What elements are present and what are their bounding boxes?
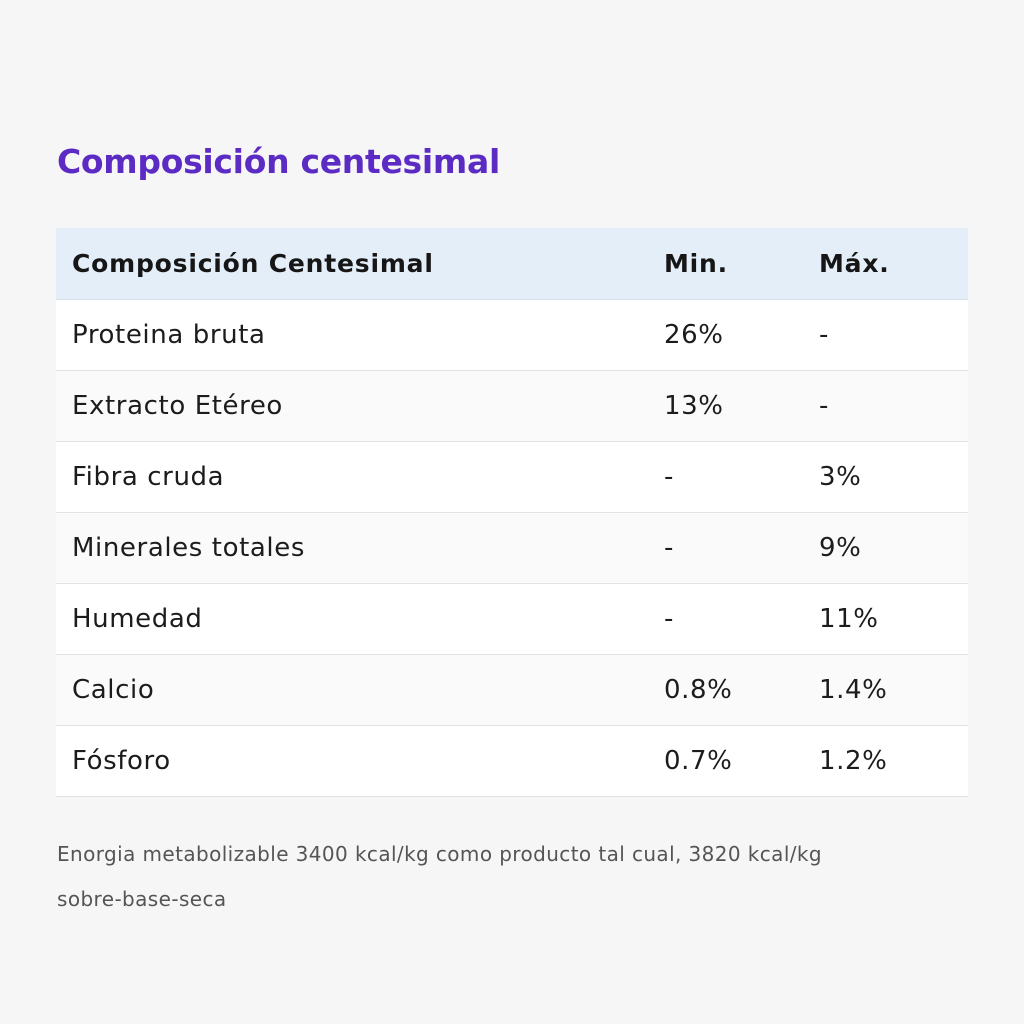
row-max: - xyxy=(819,320,829,350)
energy-note-line-2: sobre-base-seca xyxy=(57,887,227,911)
table-row: Humedad - 11% xyxy=(56,584,968,655)
table-row: Calcio 0.8% 1.4% xyxy=(56,655,968,726)
section-title: Composición centesimal xyxy=(57,142,500,181)
row-min: - xyxy=(664,462,674,492)
row-min: - xyxy=(664,604,674,634)
row-label: Extracto Etéreo xyxy=(72,391,283,421)
table-row: Minerales totales - 9% xyxy=(56,513,968,584)
row-label: Humedad xyxy=(72,604,203,634)
row-label: Fibra cruda xyxy=(72,462,225,492)
row-max: - xyxy=(819,391,829,421)
row-label: Proteina bruta xyxy=(72,320,266,350)
row-max: 11% xyxy=(819,604,879,634)
row-label: Minerales totales xyxy=(72,533,305,563)
table-header-row: Composición Centesimal Min. Máx. xyxy=(56,228,968,300)
energy-note: Enorgia metabolizable 3400 kcal/kg como … xyxy=(57,832,957,922)
table-row: Extracto Etéreo 13% - xyxy=(56,371,968,442)
row-min: - xyxy=(664,533,674,563)
composition-table: Composición Centesimal Min. Máx. Protein… xyxy=(56,228,968,797)
header-max: Máx. xyxy=(819,249,890,278)
header-min: Min. xyxy=(664,249,728,278)
energy-note-line-1: Enorgia metabolizable 3400 kcal/kg como … xyxy=(57,842,823,866)
row-label: Fósforo xyxy=(72,746,171,776)
table-row: Proteina bruta 26% - xyxy=(56,300,968,371)
row-max: 3% xyxy=(819,462,862,492)
table-row: Fibra cruda - 3% xyxy=(56,442,968,513)
row-min: 0.7% xyxy=(664,746,733,776)
row-min: 26% xyxy=(664,320,724,350)
row-min: 13% xyxy=(664,391,724,421)
row-min: 0.8% xyxy=(664,675,733,705)
row-max: 9% xyxy=(819,533,862,563)
header-composicion: Composición Centesimal xyxy=(72,249,434,278)
row-max: 1.4% xyxy=(819,675,888,705)
table-row: Fósforo 0.7% 1.2% xyxy=(56,726,968,797)
row-max: 1.2% xyxy=(819,746,888,776)
row-label: Calcio xyxy=(72,675,155,705)
